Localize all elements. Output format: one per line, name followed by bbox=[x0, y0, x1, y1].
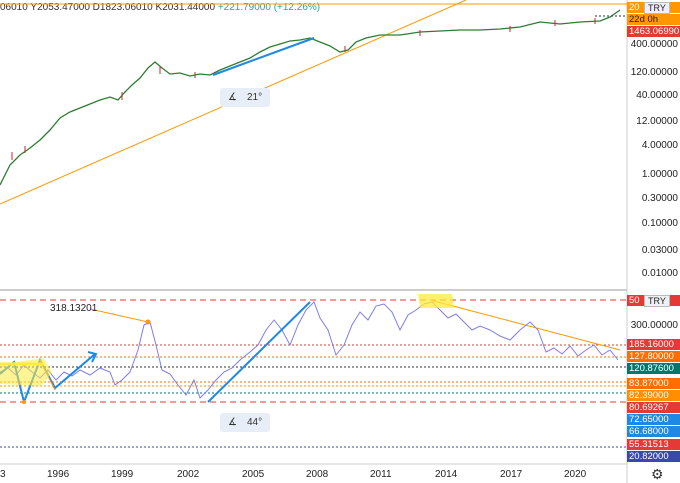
level-badge: 120.87600 bbox=[627, 363, 680, 374]
price-tick: 400.00000 bbox=[630, 39, 678, 50]
currency-button-bottom[interactable]: TRY bbox=[644, 295, 670, 307]
price-tick: 0.03000 bbox=[641, 245, 678, 256]
indicator-levels bbox=[0, 299, 627, 448]
time-tick: 3 bbox=[0, 469, 6, 480]
level-badge: 82.39000 bbox=[627, 390, 680, 401]
angle-icon: ∡ bbox=[228, 417, 237, 428]
level-badge: 72.65000 bbox=[627, 414, 680, 425]
level-badge: 127.80000 bbox=[627, 351, 680, 362]
ohlc-header: 06010 Y2053.47000 D1823.06010 K2031.4400… bbox=[0, 2, 320, 13]
low-marker bbox=[22, 400, 26, 404]
gear-icon[interactable]: ⚙ bbox=[651, 466, 664, 482]
blue-trendline-bottom bbox=[207, 301, 311, 403]
level-badge: 185.16000 bbox=[627, 339, 680, 350]
price-tick: 120.00000 bbox=[630, 67, 678, 78]
price-tick: 0.01000 bbox=[641, 268, 678, 279]
price-tick: 4.00000 bbox=[641, 140, 678, 151]
price-tick: 40.00000 bbox=[636, 90, 678, 101]
price-candle-ticks bbox=[11, 18, 596, 160]
time-tick: 1999 bbox=[111, 469, 134, 480]
countdown-badge: 22d 0h bbox=[627, 14, 680, 25]
price-tick: 12.00000 bbox=[636, 116, 678, 127]
time-tick: 2020 bbox=[564, 469, 587, 480]
price-series-line bbox=[0, 9, 621, 186]
time-tick: 2014 bbox=[435, 469, 458, 480]
price-change: +221.79000 (+12.26%) bbox=[217, 2, 321, 13]
peak-value-label: 318.13201 bbox=[50, 303, 98, 314]
time-tick: 1996 bbox=[47, 469, 70, 480]
level-badge: 20.82000 bbox=[627, 451, 680, 462]
indicator-series-line bbox=[0, 301, 619, 399]
angle-value: 44° bbox=[246, 417, 263, 428]
angle-value: 21° bbox=[246, 92, 263, 103]
level-badge: 80.69267 bbox=[627, 402, 680, 413]
time-tick: 2005 bbox=[242, 469, 265, 480]
blue-trendline-top bbox=[212, 37, 315, 76]
peak-marker bbox=[145, 319, 151, 325]
level-badge: 66.68000 bbox=[627, 426, 680, 437]
price-tick: 0.30000 bbox=[641, 193, 678, 204]
price-tick: 0.10000 bbox=[641, 218, 678, 229]
level-badge: 55.31513 bbox=[627, 439, 680, 450]
time-tick: 2008 bbox=[306, 469, 329, 480]
yellow-highlight-top bbox=[418, 294, 454, 308]
peak-leader-line bbox=[89, 308, 149, 323]
angle-icon: ∡ bbox=[228, 92, 237, 103]
indicator-tick-300: 300.00000 bbox=[630, 320, 678, 331]
last-price-badge: 1463.06990 bbox=[627, 26, 680, 37]
ohlc-values: 06010 Y2053.47000 D1823.06010 K2031.4400… bbox=[0, 2, 216, 13]
orange-trendline-bottom bbox=[429, 299, 621, 351]
level-badge: 83.87000 bbox=[627, 378, 680, 389]
time-tick: 2011 bbox=[370, 469, 392, 480]
angle-label-top[interactable]: ∡ 21° bbox=[220, 88, 271, 107]
currency-button-top[interactable]: TRY bbox=[644, 2, 670, 14]
price-tick: 1.00000 bbox=[641, 169, 678, 180]
angle-label-bottom[interactable]: ∡ 44° bbox=[220, 413, 271, 432]
time-tick: 2002 bbox=[177, 469, 200, 480]
yellow-highlight-left bbox=[0, 358, 52, 386]
time-tick: 2017 bbox=[500, 469, 523, 480]
